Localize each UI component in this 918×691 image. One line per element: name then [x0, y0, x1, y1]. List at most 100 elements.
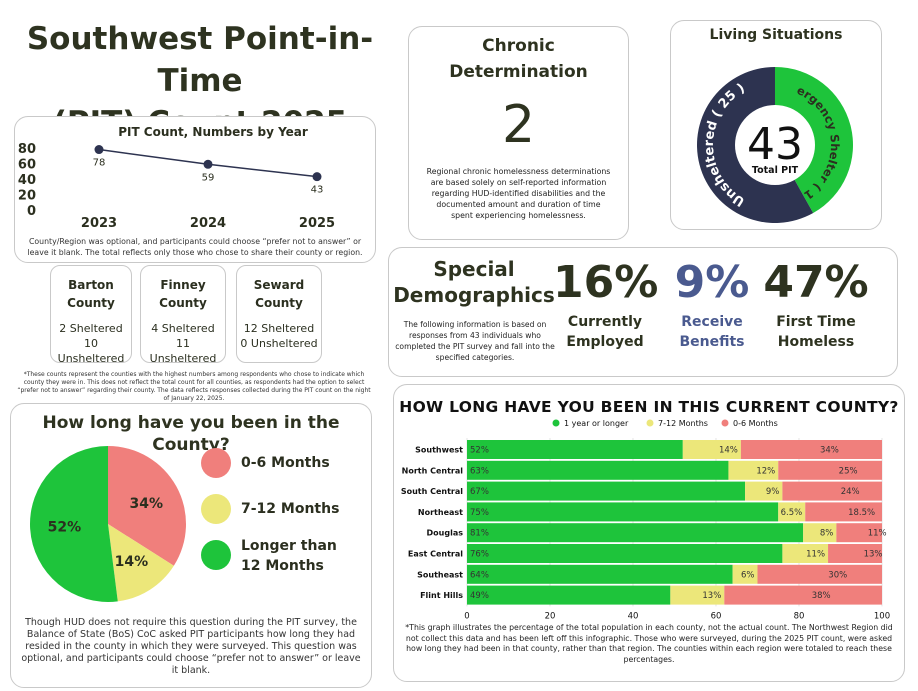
bar-data-label: 30%: [828, 570, 847, 580]
pie-slice-longer-than-12: [30, 446, 118, 602]
living-situations-card: Living Situations 43 Total PIT Unsheltered…: [670, 20, 882, 230]
stat-benefits-label: Receive Benefits: [665, 312, 759, 352]
bar-data-label: 64%: [470, 570, 489, 580]
bar-data-label: 6%: [741, 570, 755, 580]
pit-y-tick: 40: [18, 173, 36, 188]
bar-segment: [732, 564, 758, 584]
special-title-line1: Special: [433, 257, 515, 281]
bar-segment: [467, 502, 779, 522]
bar-segment: [782, 481, 882, 501]
pit-x-tick: 2025: [299, 216, 335, 229]
donut-center: [735, 105, 815, 185]
bar-data-label: 11%: [868, 529, 887, 539]
legend-label-7-12: 7-12 Months: [241, 501, 340, 517]
stat-employed-value: 16%: [553, 257, 659, 308]
county-counts: 4 Sheltered 11 Unsheltered: [141, 321, 225, 366]
county-unsheltered: 0 Unsheltered: [240, 337, 318, 350]
current-county-title: HOW LONG HAVE YOU BEEN IN THIS CURRENT C…: [399, 398, 899, 416]
bar-segment: [467, 544, 783, 563]
pit-point: [203, 159, 213, 169]
county-name-line1: Finney: [160, 278, 206, 292]
pit-chart-note: County/Region was optional, and particip…: [27, 237, 363, 257]
county-name: Seward County: [237, 276, 321, 312]
pit-data-label: 59: [202, 172, 215, 183]
special-title-line2: Demographics: [393, 283, 555, 307]
special-demographics-card: Special Demographics The following infor…: [388, 247, 898, 377]
stat-benefits-label-line2: Benefits: [679, 334, 745, 350]
county-counts: 12 Sheltered 0 Unsheltered: [237, 321, 321, 351]
legend-swatch-longer: [201, 540, 231, 570]
county-unsheltered: 11 Unsheltered: [149, 337, 217, 365]
bar-segment: [728, 460, 779, 480]
bar-data-label: 14%: [719, 446, 738, 456]
bar-x-tick: 0: [464, 611, 469, 619]
bar-data-label: 18.5%: [848, 508, 875, 518]
county-name: Barton County: [51, 276, 131, 312]
bar-data-label: 49%: [470, 591, 489, 601]
county-card-barton: Barton County 2 Sheltered 10 Unsheltered: [50, 265, 132, 366]
county-name: Finney County: [141, 276, 225, 312]
legend-swatch-7-12: [201, 494, 231, 524]
bar-segment: [467, 460, 729, 480]
chronic-title-line2: Determination: [449, 62, 588, 82]
bar-segment: [805, 502, 882, 522]
stat-benefits: 9% Receive Benefits: [665, 254, 759, 352]
bar-segment: [836, 523, 882, 543]
duration-pie-chart: 34% 14% 52%: [30, 446, 186, 602]
bar-x-tick: 60: [711, 611, 722, 619]
stat-first-time-value: 47%: [763, 257, 869, 308]
bar-data-label: 25%: [839, 466, 858, 476]
stat-first-time: 47% First Time Homeless: [761, 254, 871, 352]
bar-segment: [782, 544, 829, 563]
bar-category-label: Northeast: [418, 508, 463, 517]
bar-data-label: 81%: [470, 529, 489, 539]
bar-data-label: 8%: [820, 529, 834, 539]
bar-category-label: Southeast: [417, 570, 463, 579]
stat-employed-label-line2: Employed: [566, 334, 644, 350]
duration-legend: 0-6 Months 7-12 Months Longer than 12 Mo…: [201, 448, 371, 618]
pit-data-label: 43: [311, 185, 324, 196]
bar-segment: [467, 585, 671, 605]
county-counts: 2 Sheltered 10 Unsheltered: [51, 321, 131, 366]
bar-x-tick: 40: [628, 611, 639, 619]
pit-count-card: PIT Count, Numbers by Year 80 60 40 20 0 78 20…: [14, 116, 376, 263]
stat-employed: 16% Currently Employed: [553, 254, 659, 352]
bar-legend-swatch: [646, 419, 654, 427]
pie-data-label: 52%: [48, 520, 82, 536]
bar-segment: [803, 523, 837, 543]
bar-category-label: Southwest: [415, 446, 463, 455]
pit-point: [312, 172, 322, 182]
bar-data-label: 13%: [702, 591, 721, 601]
bar-category-label: South Central: [401, 487, 463, 496]
bar-segment: [740, 440, 882, 459]
chronic-title: Chronic Determination: [409, 33, 628, 85]
donut-total-label: Total PIT: [752, 165, 799, 176]
current-county-note: *This graph illustrates the percentage o…: [405, 623, 893, 664]
legend-label-longer-line1: Longer than: [241, 538, 337, 554]
special-title: Special Demographics: [389, 256, 559, 308]
legend-swatch-0-6: [201, 448, 231, 478]
pit-x-tick: 2023: [81, 216, 117, 229]
current-county-card: HOW LONG HAVE YOU BEEN IN THIS CURRENT C…: [393, 384, 905, 682]
county-name-line1: Seward: [253, 278, 305, 292]
bar-x-tick: 80: [794, 611, 805, 619]
bar-x-tick: 20: [545, 611, 556, 619]
bar-x-tick: 100: [874, 611, 890, 619]
bar-segment: [828, 544, 882, 563]
county-name-line2: County: [255, 296, 303, 310]
page-title-line1: Southwest Point-in-Time: [26, 21, 374, 99]
pit-y-tick: 80: [18, 142, 36, 157]
bar-segment: [670, 585, 725, 605]
bar-segment: [778, 502, 806, 522]
stat-benefits-label-line1: Receive: [681, 314, 743, 330]
bar-data-label: 52%: [470, 446, 489, 456]
bar-segment: [467, 440, 683, 459]
bar-data-label: 11%: [806, 550, 825, 560]
living-title: Living Situations: [709, 27, 843, 43]
stat-benefits-value: 9%: [674, 257, 750, 308]
bar-data-label: 63%: [470, 466, 489, 476]
bar-legend-label: 1 year or longer: [564, 419, 629, 428]
county-name-line2: County: [67, 296, 115, 310]
pit-chart-title: PIT Count, Numbers by Year: [118, 125, 308, 139]
